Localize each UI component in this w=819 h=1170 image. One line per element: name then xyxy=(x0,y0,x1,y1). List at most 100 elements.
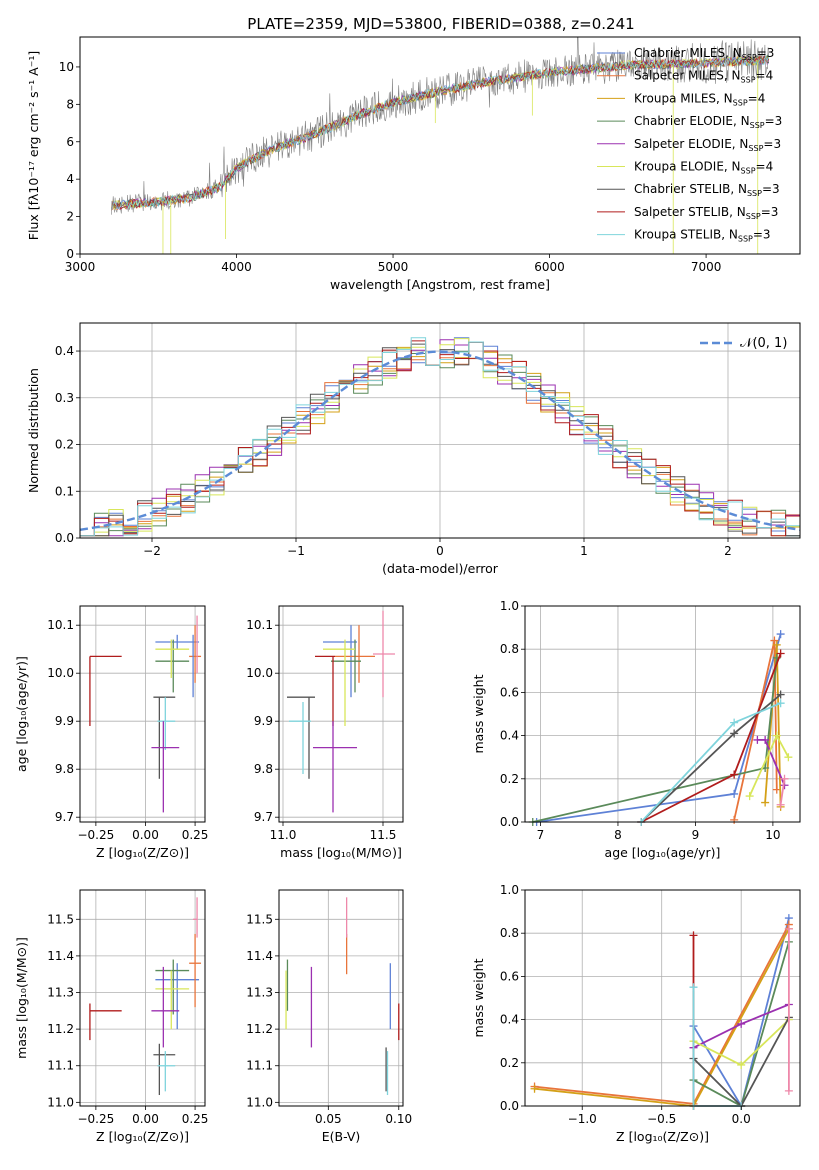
x-tick-label: −1 xyxy=(287,544,305,558)
y-axis-label: Normed distribution xyxy=(26,368,41,493)
plus-marker-pink xyxy=(780,774,789,783)
legend: Chabrier MILES, NSSP=3 Salpeter MILES, NS… xyxy=(597,46,782,244)
y-tick-label: 10.0 xyxy=(246,666,273,680)
x-tick-label: 8 xyxy=(614,828,622,842)
panel-mass_vs_Z: −0.25 0.00 0.25 11.0 11.1 11.2 11.3 11.4 11.5 Z [… xyxy=(14,889,209,1144)
y-tick-label: 8 xyxy=(66,97,74,111)
x-tick-label: −2 xyxy=(143,544,161,558)
x-tick-label: 0.00 xyxy=(132,1112,159,1126)
panel-residuals: −2 −1 0 1 2 0.0 0.1 0.2 0.3 0.4 (data-model)/error… xyxy=(26,322,801,576)
y-tick-label: 10 xyxy=(59,60,74,74)
x-axis-label: E(B-V) xyxy=(322,1129,361,1144)
x-tick-label: 11.5 xyxy=(370,828,397,842)
plus-marker-pink xyxy=(784,1086,793,1095)
plus-marker-salpeter_stelib xyxy=(730,770,739,779)
y-tick-label: 9.9 xyxy=(55,714,74,728)
y-tick-label: 10.1 xyxy=(47,618,74,632)
axes-frame xyxy=(278,889,404,1107)
y-tick-label: 11.0 xyxy=(47,1095,74,1109)
x-axis-label: wavelength [Angstrom, rest frame] xyxy=(330,277,550,292)
axes-frame xyxy=(278,605,404,823)
plus-marker-kroupa_stelib xyxy=(776,699,785,708)
y-tick-label: 11.2 xyxy=(47,1022,74,1036)
weight-line-chabrier_stelib xyxy=(640,693,782,823)
plus-marker-kroupa_miles xyxy=(761,798,770,807)
y-axis-label: mass weight xyxy=(471,958,486,1037)
weight-line-salpeter_stelib xyxy=(692,935,742,1107)
y-tick-label: 11.1 xyxy=(246,1059,273,1073)
plus-marker-kroupa_stelib xyxy=(689,983,698,992)
weight-line-chabrier_miles xyxy=(536,633,782,823)
plus-marker-kroupa_elodie xyxy=(772,731,781,740)
x-axis-label: Z [log₁₀(Z/Z⊙)] xyxy=(96,845,189,860)
legend-entry: Kroupa ELODIE, NSSP=4 xyxy=(634,160,773,176)
plus-marker-salpeter_miles xyxy=(770,636,779,645)
legend-entry: Chabrier STELIB, NSSP=3 xyxy=(634,182,780,198)
x-tick-label: −0.25 xyxy=(77,1112,114,1126)
figure-title: PLATE=2359, MJD=53800, FIBERID=0388, z=0… xyxy=(247,15,634,33)
x-tick-label: 0.0 xyxy=(732,1112,751,1126)
y-tick-label: 0.0 xyxy=(55,531,74,545)
plus-marker-chabrier_miles xyxy=(730,789,739,798)
y-tick-label: 10.1 xyxy=(246,618,273,632)
plus-marker-salpeter_stelib xyxy=(776,649,785,658)
y-tick-label: 11.5 xyxy=(246,912,273,926)
x-tick-label: 0.05 xyxy=(315,1112,342,1126)
panel-age_vs_mass: 11.0 11.5 9.7 9.8 9.9 10.0 10.1 mass [log₁₀(M/M… xyxy=(246,605,404,860)
panel-weight_vs_age: 7 8 9 10 0.0 0.2 0.4 0.6 0.8 1.0 age [log₁₀(age/yr… xyxy=(471,599,801,860)
y-tick-label: 0.3 xyxy=(55,391,74,405)
x-axis-label: Z [log₁₀(Z/Z⊙)] xyxy=(616,1129,709,1144)
x-tick-label: −0.25 xyxy=(77,828,114,842)
axes-frame xyxy=(79,36,801,255)
panel-spectrum: 3000 4000 5000 6000 7000 0 2 4 6 8 10 wavelength [A… xyxy=(26,36,801,292)
x-axis-label: age [log₁₀(age/yr)] xyxy=(605,845,721,860)
x-tick-label: 0.25 xyxy=(182,828,209,842)
y-tick-label: 0.2 xyxy=(500,772,519,786)
weight-line-kroupa_stelib xyxy=(692,987,742,1107)
legend-entry: Salpeter ELODIE, NSSP=3 xyxy=(634,137,781,153)
y-tick-label: 1.0 xyxy=(500,599,519,613)
y-tick-label: 0.6 xyxy=(500,969,519,983)
x-tick-label: 7000 xyxy=(691,260,722,274)
axes-frame xyxy=(79,605,206,823)
y-tick-label: 9.7 xyxy=(254,810,273,824)
y-tick-label: 9.7 xyxy=(55,810,74,824)
plus-marker-chabrier_miles xyxy=(776,630,785,639)
model-line-kroupa_stelib xyxy=(110,55,770,211)
plus-marker-salpeter_elodie xyxy=(737,1019,746,1028)
x-tick-label: 5000 xyxy=(378,260,409,274)
y-tick-label: 11.3 xyxy=(47,986,74,1000)
hist-step-chabrier_elodie xyxy=(80,350,800,537)
plus-marker-kroupa_elodie xyxy=(784,753,793,762)
y-tick-label: 2 xyxy=(66,210,74,224)
y-tick-label: 10.0 xyxy=(47,666,74,680)
plus-marker-salpeter_elodie xyxy=(761,735,770,744)
panel-weight_vs_Z: −1.0 −0.5 0.0 0.0 0.2 0.4 0.6 0.8 1.0 Z [log₁₀(Z/… xyxy=(471,883,801,1144)
y-tick-label: 0.6 xyxy=(500,685,519,699)
x-axis-label: (data-model)/error xyxy=(382,561,499,576)
y-tick-label: 4 xyxy=(66,172,74,186)
plus-marker-pink xyxy=(776,800,785,809)
y-tick-label: 0.0 xyxy=(500,1099,519,1113)
y-tick-label: 0 xyxy=(66,247,74,261)
panel-age_vs_Z: −0.25 0.00 0.25 9.7 9.8 9.9 10.0 10.1 Z [log₁₀(Z… xyxy=(14,605,209,860)
y-axis-label: mass weight xyxy=(471,674,486,753)
panel-mass_vs_ebv: 0.05 0.10 11.0 11.1 11.2 11.3 11.4 11.5 E(B-V) xyxy=(246,889,412,1144)
x-tick-label: 2 xyxy=(724,544,732,558)
y-tick-label: 0.4 xyxy=(55,344,74,358)
y-tick-label: 1.0 xyxy=(500,883,519,897)
plus-marker-pink xyxy=(784,924,793,933)
y-tick-label: 0.4 xyxy=(500,729,519,743)
plus-marker-salpeter_miles xyxy=(730,815,739,824)
y-tick-label: 11.5 xyxy=(47,912,74,926)
x-tick-label: 4000 xyxy=(221,260,252,274)
x-tick-label: 7 xyxy=(537,828,545,842)
axes-frame xyxy=(79,889,206,1107)
x-tick-label: 0.25 xyxy=(182,1112,209,1126)
legend-entry: Salpeter MILES, NSSP=4 xyxy=(634,69,773,85)
x-tick-label: 9 xyxy=(692,828,700,842)
y-axis-label: Flux [fλ10⁻¹⁷ erg cm⁻² s⁻¹ A⁻¹] xyxy=(26,51,41,240)
legend-entry: Chabrier MILES, NSSP=3 xyxy=(634,46,774,62)
plus-marker-chabrier_stelib xyxy=(730,729,739,738)
y-tick-label: 11.4 xyxy=(246,949,273,963)
